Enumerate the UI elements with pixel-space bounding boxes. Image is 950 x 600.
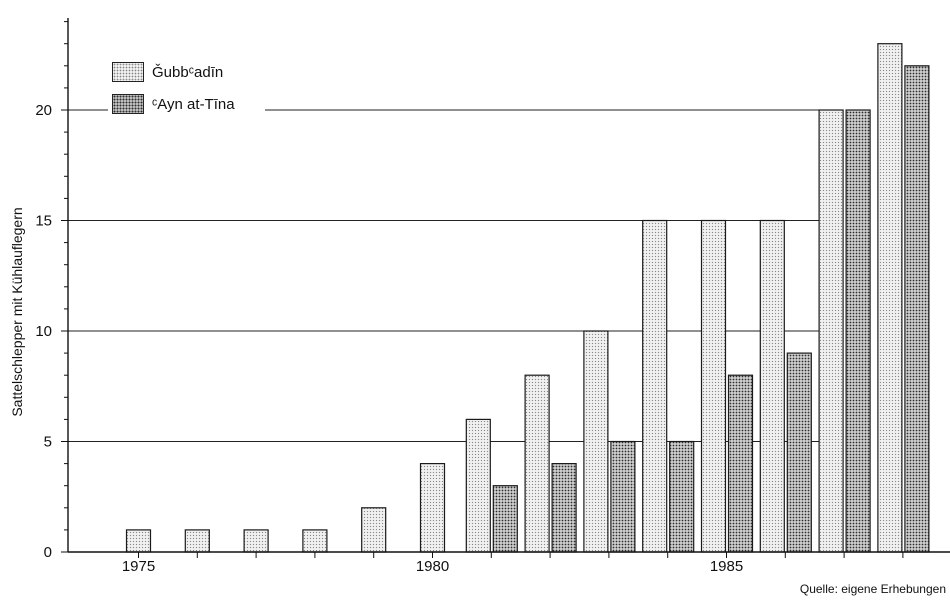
- bar-gubbcadin-1980: [419, 463, 446, 553]
- x-tick-label: 1980: [416, 558, 449, 575]
- bar-gubbcadin-1987: [818, 109, 844, 553]
- bar-gubbcadin-1981: [465, 418, 491, 553]
- x-tick-label: 1985: [710, 558, 743, 575]
- legend: Ǧubbᶜadīn ᶜAyn at-Tīna: [112, 56, 235, 120]
- source-note: Quelle: eigene Erhebungen: [799, 582, 946, 596]
- bar-gubbcadin-1976: [184, 529, 210, 553]
- y-tick-label: 15: [35, 213, 52, 230]
- bar-ayn-at-tina-1988: [904, 65, 930, 553]
- y-tick-label: 0: [44, 544, 52, 561]
- x-tick-label: 1975: [122, 558, 155, 575]
- bar-gubbcadin-1986: [759, 219, 785, 553]
- bar-gubbcadin-1988: [877, 43, 903, 553]
- bar-ayn-at-tina-1984: [669, 440, 695, 553]
- y-tick-label: 10: [35, 323, 52, 340]
- bar-ayn-at-tina-1985: [727, 374, 754, 553]
- legend-label-ayn-at-tina: ᶜAyn at-Tīna: [152, 95, 235, 113]
- legend-swatch-light: [112, 62, 144, 82]
- bar-gubbcadin-1982: [524, 374, 550, 553]
- bar-gubbcadin-1977: [243, 529, 269, 553]
- bar-gubbcadin-1979: [361, 507, 387, 553]
- legend-item-ayn-at-tina: ᶜAyn at-Tīna: [112, 88, 235, 120]
- y-tick-label: 20: [35, 102, 52, 119]
- bar-ayn-at-tina-1982: [551, 463, 577, 553]
- bar-ayn-at-tina-1981: [492, 485, 518, 553]
- bars: [125, 43, 930, 553]
- bar-gubbcadin-1975: [125, 529, 152, 553]
- bar-ayn-at-tina-1986: [786, 352, 812, 553]
- bar-gubbcadin-1978: [302, 529, 328, 553]
- bar-gubbcadin-1984: [642, 219, 668, 553]
- bar-gubbcadin-1983: [583, 330, 609, 553]
- y-axis-label: Sattelschlepper mit Kühlauflegern: [9, 207, 25, 417]
- legend-item-gubbcadin: Ǧubbᶜadīn: [112, 56, 235, 88]
- legend-label-gubbcadin: Ǧubbᶜadīn: [152, 63, 224, 81]
- bar-ayn-at-tina-1983: [610, 440, 636, 553]
- axes: 0 5 10 15 20 1975 1980 1985: [35, 18, 950, 575]
- legend-swatch-dark: [112, 94, 144, 114]
- bar-gubbcadin-1985: [700, 219, 727, 553]
- bar-ayn-at-tina-1987: [845, 109, 871, 553]
- y-tick-label: 5: [44, 434, 52, 451]
